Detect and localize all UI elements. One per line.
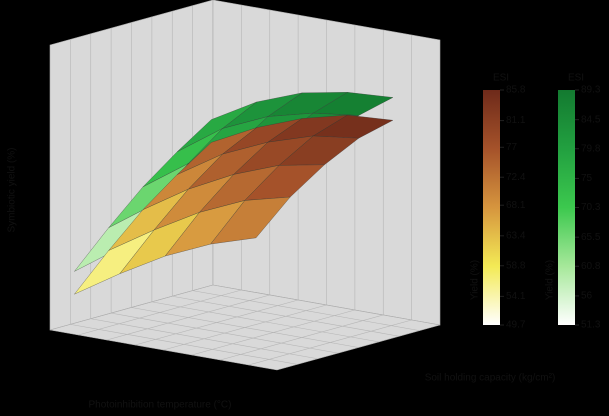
- grid-line: [90, 318, 318, 360]
- surfaces: [74, 92, 394, 295]
- wall-grid: [70, 5, 420, 366]
- colorbar-label: Yield (%): [470, 260, 481, 300]
- grid-line: [191, 309, 355, 356]
- colorbar-tick-label: 89.3: [581, 85, 601, 96]
- colorbar-tick-label: 60.8: [581, 261, 601, 272]
- colorbar-tick-label: 51.3: [581, 320, 601, 331]
- colorbar-tick-label: 75: [581, 173, 593, 184]
- grid-line: [248, 319, 412, 366]
- colorbar-tick-label: 56: [581, 291, 593, 302]
- colorbar-tick-label: 54.1: [506, 291, 526, 302]
- colorbar-tick-label: 49.7: [506, 320, 526, 331]
- grid-line: [220, 314, 384, 361]
- z-axis-label: Symbiotic yield (%): [7, 147, 18, 232]
- x-axis-label: Photoinhibition temperature (°C): [89, 400, 232, 411]
- colorbar-tick-label: 58.8: [506, 260, 526, 271]
- colorbar-title: ESI: [493, 73, 509, 84]
- colorbar-tick-label: 65.5: [581, 232, 601, 243]
- colorbar-tick-label: 81.1: [506, 115, 526, 126]
- colorbar-tick-label: 63.4: [506, 230, 526, 241]
- grid-line: [70, 324, 298, 365]
- colorbar-tick-label: 79.8: [581, 143, 601, 154]
- colorbar-tick-label: 72.4: [506, 172, 526, 183]
- grid-line: [163, 304, 327, 351]
- colorbar: [483, 90, 500, 325]
- colorbar-tick-label: 84.5: [581, 114, 601, 125]
- colorbar-title: ESI: [568, 73, 584, 84]
- colorbar: [558, 90, 575, 325]
- grid-line: [111, 312, 339, 354]
- colorbar-tick-label: 68.1: [506, 200, 526, 211]
- colorbar-label: Yield (%): [545, 260, 556, 300]
- colorbar-tick-label: 77: [506, 142, 518, 153]
- surface-patch: [210, 196, 291, 245]
- colorbar-tick-label: 70.3: [581, 202, 601, 213]
- y-axis-label: Soil holding capacity (kg/cm²): [425, 373, 556, 384]
- colorbar-tick-label: 85.8: [506, 85, 526, 96]
